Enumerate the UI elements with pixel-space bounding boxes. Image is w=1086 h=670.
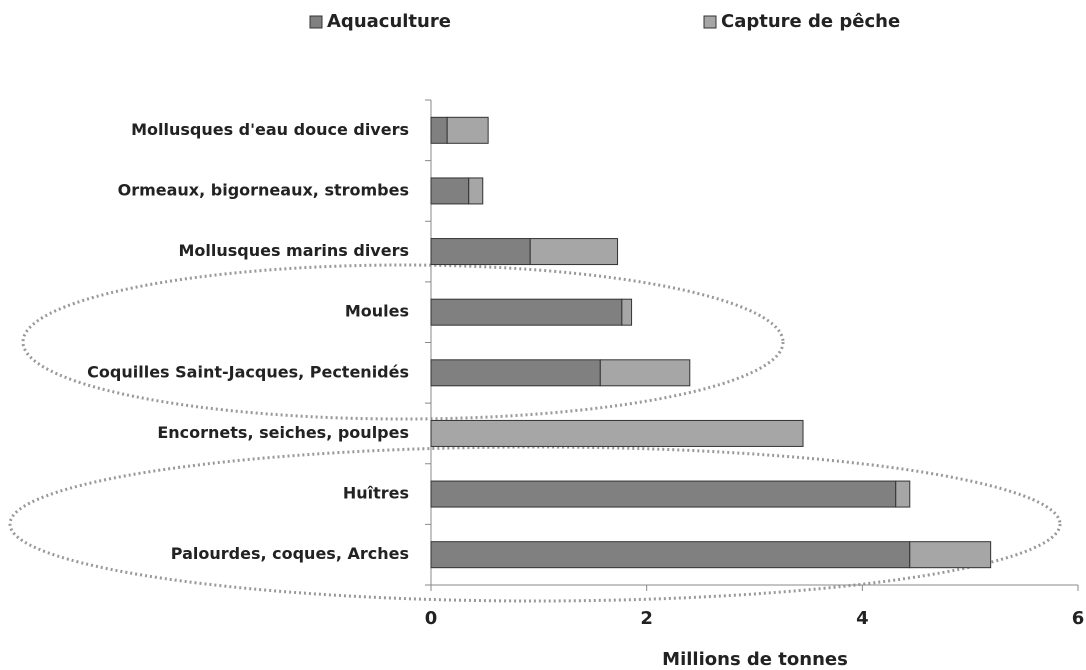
x-axis-title: Millions de tonnes [662,649,848,670]
highlight-ellipse [8,445,1062,603]
bar-segment [430,359,601,387]
bar-segment [895,480,911,508]
bar-segment [430,116,448,144]
y-tick-label: Ormeaux, bigorneaux, strombes [118,180,409,199]
highlight-ellipse [21,263,785,421]
bar-segment [909,541,992,569]
bar-segment [430,419,804,447]
y-tick-label: Encornets, seiches, poulpes [157,423,409,442]
legend-swatch [703,15,717,29]
bar-segment [430,298,623,326]
y-tick-label: Coquilles Saint-Jacques, Pectenidés [87,362,409,381]
x-tick-label: 6 [1072,608,1085,629]
bar-segment [446,116,489,144]
bar-segment [599,359,691,387]
legend-label: Aquaculture [327,11,451,32]
legend-label: Capture de pêche [721,11,900,32]
bar-segment [430,177,470,205]
x-tick-label: 0 [425,608,438,629]
y-tick-label: Mollusques marins divers [178,241,409,260]
bar-segment [529,238,619,266]
x-tick-label: 2 [640,608,653,629]
bar-segment [430,541,911,569]
bar-segment [621,298,633,326]
y-tick-label: Palourdes, coques, Arches [171,544,409,563]
y-tick-label: Moules [345,302,409,321]
x-tick-label: 4 [856,608,869,629]
bar-segment [430,480,897,508]
bar-segment [430,238,531,266]
bar-segment [468,177,484,205]
legend-swatch [309,15,323,29]
y-tick-label: Mollusques d'eau douce divers [131,120,409,139]
y-tick-label: Huîtres [343,484,409,503]
